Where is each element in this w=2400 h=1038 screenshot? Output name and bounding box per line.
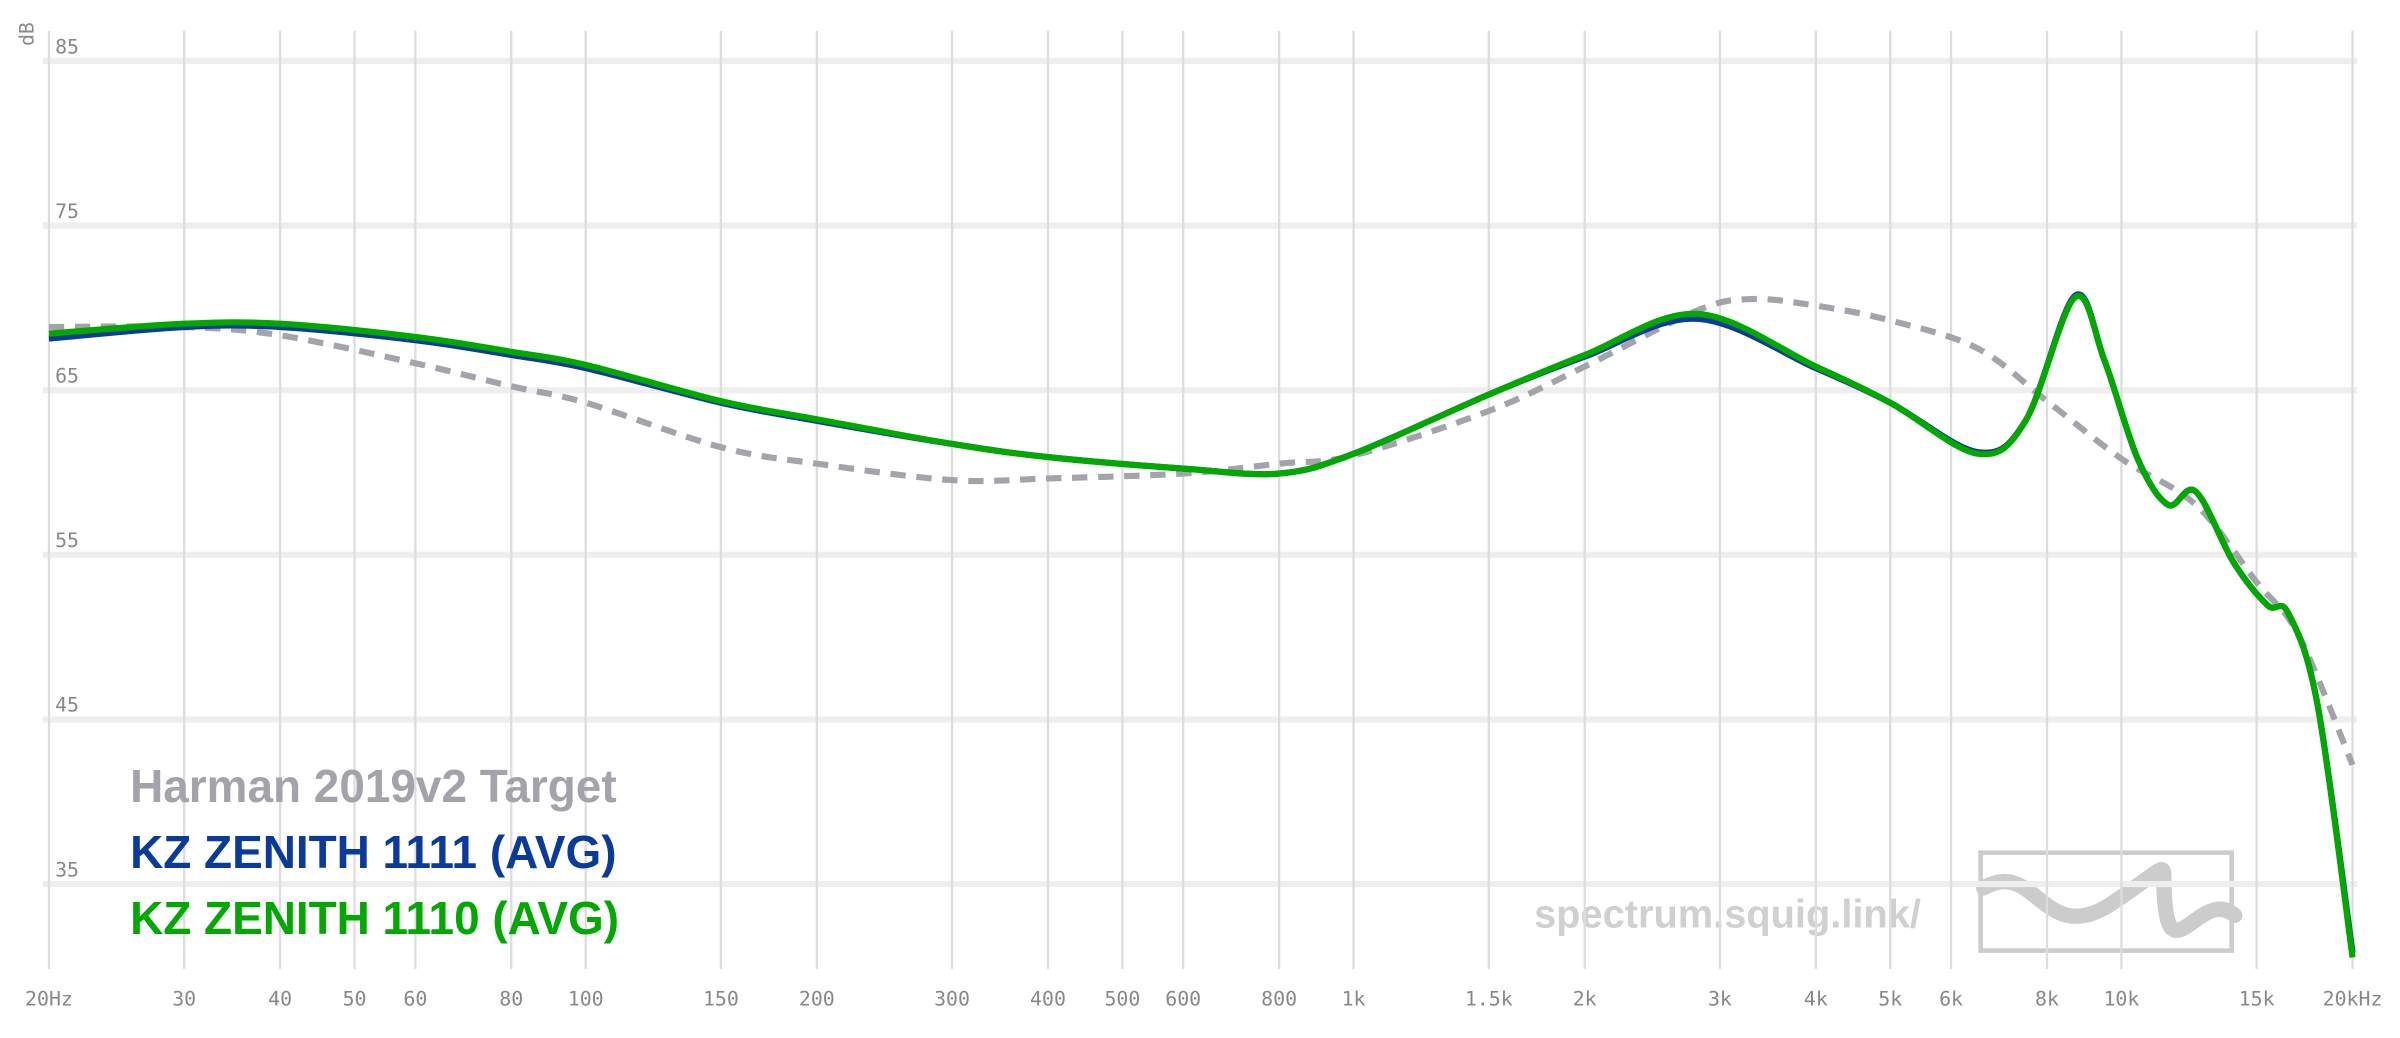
x-tick-label: 600 [1165, 988, 1201, 1011]
y-tick-label: 65 [55, 365, 79, 388]
curve [48, 295, 2356, 767]
x-tick-label: 30 [172, 988, 196, 1011]
legend-entry: KZ ZENITH 1110 (AVG) [130, 892, 619, 944]
x-tick-label: 40 [268, 988, 292, 1011]
x-tick-label: 150 [703, 988, 739, 1011]
x-tick-label: 4k [1804, 988, 1828, 1011]
curve [48, 292, 2356, 958]
x-tick-label: 1.5k [1465, 988, 1513, 1011]
x-tick-label: 5k [1878, 988, 1902, 1011]
watermark-logo [1978, 850, 2234, 953]
x-tick-label: 15k [2239, 988, 2275, 1011]
y-label: dB [16, 22, 39, 46]
legend-entry: Harman 2019v2 Target [130, 760, 617, 812]
x-tick-label: 8k [2035, 988, 2059, 1011]
x-tick-label: 2k [1573, 988, 1597, 1011]
x-tick-label: 50 [343, 988, 367, 1011]
x-tick-label: 1k [1342, 988, 1366, 1011]
y-tick-label: 75 [55, 200, 79, 223]
y-tick-label: 35 [55, 858, 79, 881]
x-tick-label: 20kHz [2323, 988, 2383, 1011]
x-tick-label: 100 [568, 988, 604, 1011]
legend-entry: KZ ZENITH 1111 (AVG) [130, 826, 616, 878]
y-tick-label: 45 [55, 694, 79, 717]
y-tick-label: 55 [55, 529, 79, 552]
x-tick-label: 800 [1261, 988, 1297, 1011]
x-tick-label: 10k [2103, 988, 2139, 1011]
x-tick-label: 400 [1030, 988, 1066, 1011]
x-tick-label: 80 [499, 988, 523, 1011]
x-tick-label: 60 [403, 988, 427, 1011]
y-tick-label: 85 [55, 35, 79, 58]
watermark: spectrum.squig.link/ [1534, 893, 1921, 937]
x-tick-label: 3k [1708, 988, 1732, 1011]
x-tick-label: 300 [934, 988, 970, 1011]
x-tick-label: 500 [1104, 988, 1140, 1011]
x-tick-label: 200 [799, 988, 835, 1011]
x-tick-label: 20Hz [25, 988, 73, 1011]
watermark-squiggle [1976, 862, 2243, 938]
x-tick-label: 6k [1939, 988, 1963, 1011]
